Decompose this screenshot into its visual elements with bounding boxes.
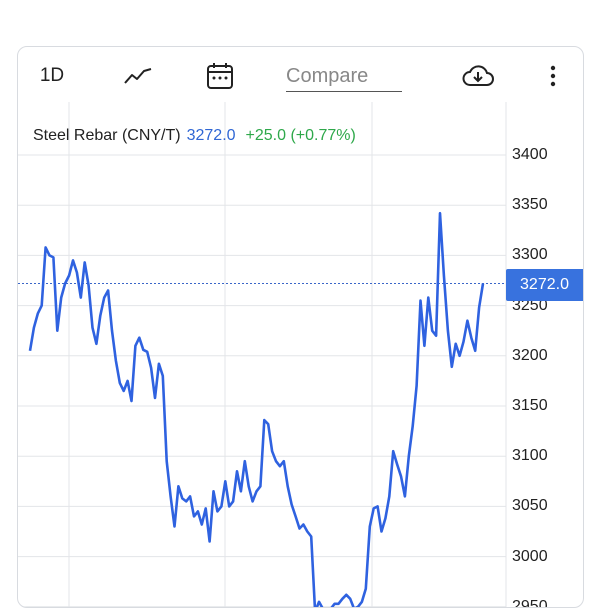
symbol-name: Steel Rebar (CNY/T) [33, 127, 181, 144]
y-tick-label: 3000 [512, 547, 548, 565]
y-tick-label: 3400 [512, 146, 548, 163]
y-tick-label: 3150 [512, 397, 548, 414]
price-series-line [28, 211, 485, 607]
more-vertical-icon[interactable] [540, 59, 566, 93]
calendar-icon[interactable] [200, 57, 240, 95]
y-tick-label: 2950 [512, 597, 548, 608]
price-line-chart [18, 102, 507, 607]
y-tick-label: 3050 [512, 497, 548, 515]
current-price-tag: 3272.0 [506, 269, 583, 301]
cloud-download-icon[interactable] [458, 59, 498, 93]
chart-toolbar: 1D Compare [18, 47, 583, 107]
compare-input[interactable]: Compare [286, 61, 402, 92]
chart-card: 1D Compare [17, 46, 584, 608]
y-tick-label: 3350 [512, 196, 548, 214]
y-tick-label: 3100 [512, 447, 548, 465]
line-chart-icon[interactable] [118, 59, 158, 93]
y-tick-label: 3300 [512, 246, 548, 264]
price-change: +25.0 (+0.77%) [245, 127, 356, 144]
last-price: 3272.0 [186, 127, 236, 144]
period-selector[interactable]: 1D [39, 65, 65, 86]
quote-header: Steel Rebar (CNY/T) 3272.0 +25.0 (+0.77%) [33, 127, 356, 145]
y-tick-label: 3200 [512, 346, 548, 364]
